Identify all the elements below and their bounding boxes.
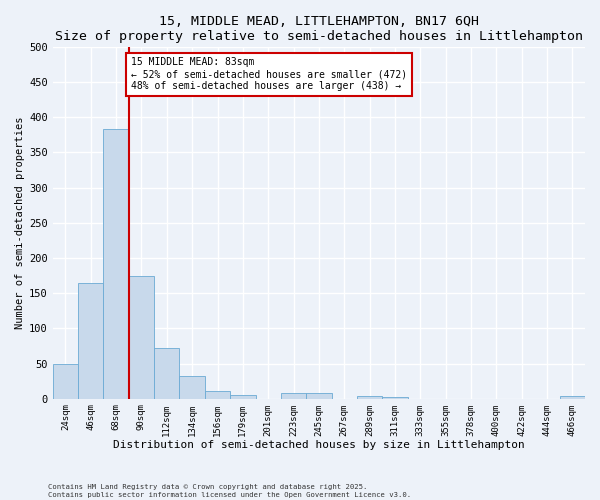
Bar bbox=[78, 282, 103, 399]
Bar bbox=[560, 396, 585, 398]
Bar bbox=[382, 396, 407, 398]
Text: Contains HM Land Registry data © Crown copyright and database right 2025.
Contai: Contains HM Land Registry data © Crown c… bbox=[48, 484, 411, 498]
X-axis label: Distribution of semi-detached houses by size in Littlehampton: Distribution of semi-detached houses by … bbox=[113, 440, 525, 450]
Bar bbox=[205, 391, 230, 398]
Text: 15 MIDDLE MEAD: 83sqm
← 52% of semi-detached houses are smaller (472)
48% of sem: 15 MIDDLE MEAD: 83sqm ← 52% of semi-deta… bbox=[131, 58, 407, 90]
Bar bbox=[179, 376, 205, 398]
Bar bbox=[230, 394, 256, 398]
Bar bbox=[129, 276, 154, 398]
Bar bbox=[53, 364, 78, 398]
Bar bbox=[306, 393, 332, 398]
Bar bbox=[154, 348, 179, 399]
Title: 15, MIDDLE MEAD, LITTLEHAMPTON, BN17 6QH
Size of property relative to semi-detac: 15, MIDDLE MEAD, LITTLEHAMPTON, BN17 6QH… bbox=[55, 15, 583, 43]
Bar bbox=[357, 396, 382, 398]
Y-axis label: Number of semi-detached properties: Number of semi-detached properties bbox=[15, 116, 25, 329]
Bar bbox=[103, 130, 129, 398]
Bar bbox=[281, 393, 306, 398]
